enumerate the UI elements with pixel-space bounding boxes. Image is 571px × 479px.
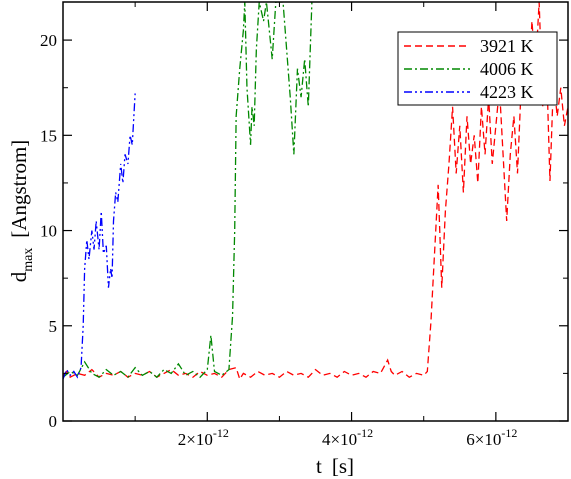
ticks-layer bbox=[63, 2, 568, 422]
series-layer bbox=[63, 2, 568, 381]
series-line-3 bbox=[63, 93, 136, 380]
x-axis-var: t bbox=[316, 454, 322, 478]
x-axis-unit: [s] bbox=[332, 454, 354, 478]
y-tick-label: 15 bbox=[40, 126, 57, 145]
y-axis-title: dmax [Angstrom] bbox=[7, 140, 36, 283]
legend-label-1: 3921 K bbox=[480, 36, 534, 56]
y-axis-unit: [Angstrom] bbox=[7, 140, 31, 238]
legend: 3921 K 4006 K 4223 K bbox=[397, 31, 558, 106]
plot-frame bbox=[62, 1, 569, 422]
x-tick-label: 2×10-12 bbox=[178, 426, 229, 449]
x-tick-label: 6×10-12 bbox=[466, 426, 517, 449]
x-tick-label: 4×10-12 bbox=[322, 426, 373, 449]
legend-label-3: 4223 K bbox=[480, 82, 534, 102]
y-axis-var: d bbox=[7, 271, 31, 282]
x-axis-title: t [s] bbox=[316, 454, 354, 478]
legend-label-2: 4006 K bbox=[480, 59, 534, 79]
tick-labels-layer: 0 5 10 15 20 2×10-12 4×10-12 6×10-12 bbox=[40, 31, 517, 449]
y-tick-label: 5 bbox=[49, 317, 58, 336]
series-line-2 bbox=[63, 2, 313, 379]
y-tick-label: 10 bbox=[40, 222, 57, 241]
y-tick-label: 20 bbox=[40, 31, 57, 50]
y-tick-label: 0 bbox=[49, 412, 58, 431]
y-axis-sub: max bbox=[21, 248, 36, 272]
